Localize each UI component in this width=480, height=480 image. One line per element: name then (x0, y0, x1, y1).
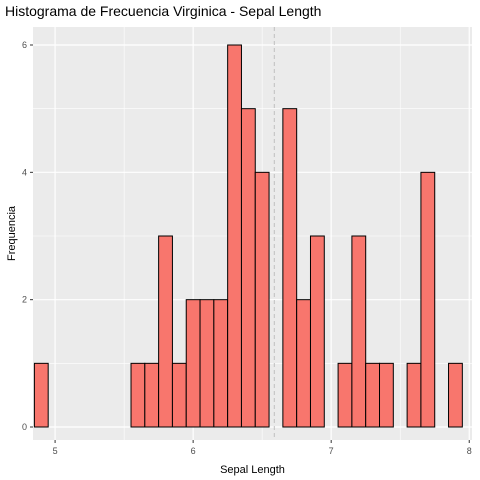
histogram-bar (158, 235, 173, 428)
histogram-bar (379, 362, 394, 428)
x-axis-title: Sepal Length (220, 464, 285, 476)
histogram-bar (309, 235, 325, 428)
histogram-bar (171, 362, 187, 428)
x-tick-label: 6 (191, 446, 196, 456)
histogram-bar (199, 299, 215, 428)
x-tick-label: 7 (329, 446, 334, 456)
histogram-bar (130, 362, 146, 428)
histogram-bar (296, 299, 311, 428)
histogram-bar (337, 362, 353, 428)
histogram-bar (144, 362, 160, 428)
histogram-bar (240, 108, 256, 428)
histogram-bar (185, 299, 201, 428)
histogram-bar (282, 108, 298, 428)
histogram-bar (254, 171, 270, 428)
x-tick-label: 5 (53, 446, 58, 456)
y-tick-label: 0 (22, 422, 27, 432)
histogram-bar (33, 362, 49, 428)
histogram-bar (351, 235, 367, 428)
histogram-bar (365, 362, 381, 428)
y-tick-label: 4 (22, 167, 27, 177)
y-tick-label: 6 (22, 40, 27, 50)
y-axis-title: Frequencia (6, 205, 18, 261)
histogram-bar (213, 299, 229, 428)
histogram-bar (406, 362, 422, 428)
chart-title: Histograma de Frecuencia Virginica - Sep… (5, 3, 322, 19)
x-tick-label: 8 (467, 446, 472, 456)
histogram-bar (420, 171, 436, 428)
histogram-bar (227, 44, 242, 428)
y-tick-label: 2 (22, 295, 27, 305)
histogram-bar (448, 362, 463, 428)
